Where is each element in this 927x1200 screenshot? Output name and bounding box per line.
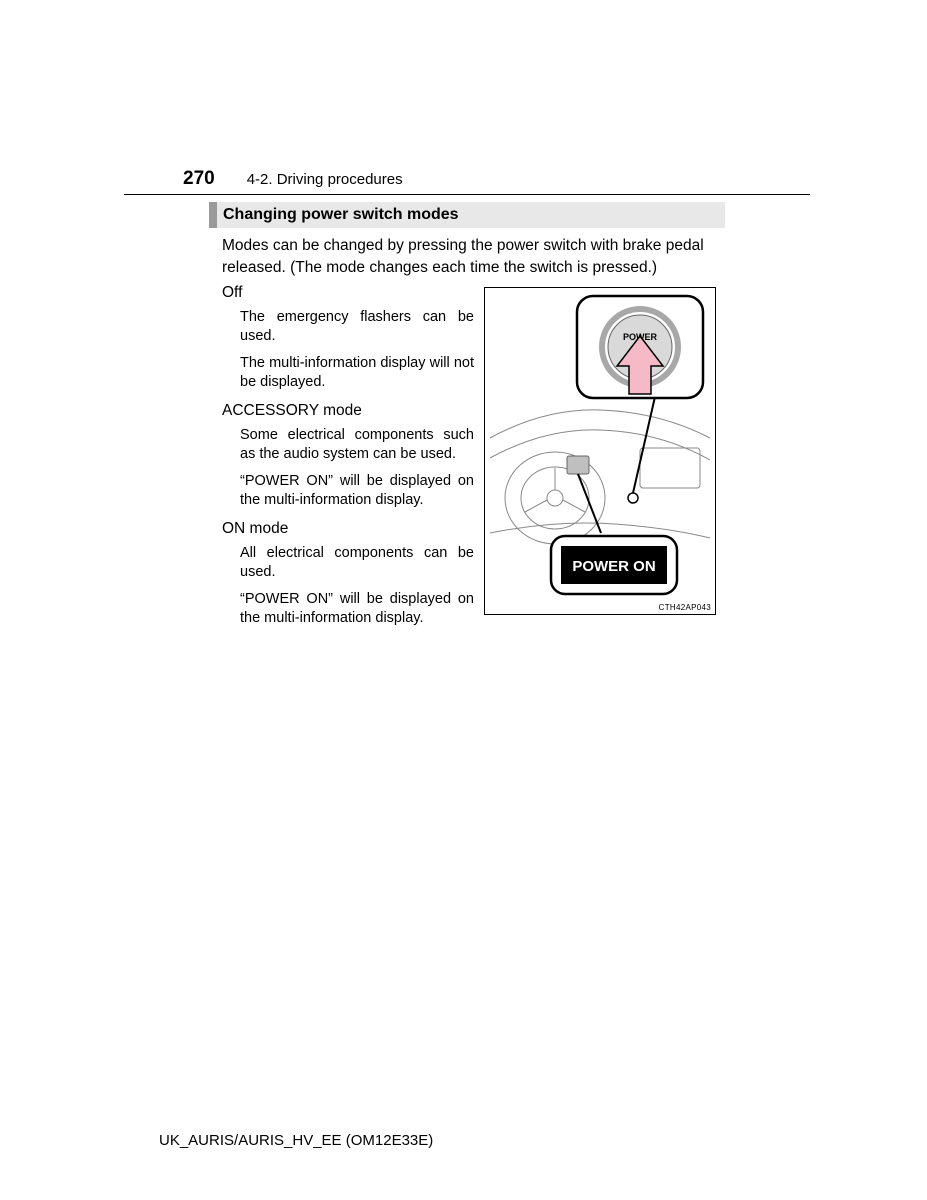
section-heading: Changing power switch modes [209, 202, 725, 228]
mode-list: Off The emergency flashers can be used. … [222, 284, 474, 636]
footer-text: UK_AURIS/AURIS_HV_EE (OM12E33E) [159, 1132, 433, 1149]
leader-line-button [633, 388, 657, 493]
mode-on-title: ON mode [222, 520, 474, 538]
section-heading-text: Changing power switch modes [217, 206, 459, 224]
mode-off-desc-1: The emergency flashers can be used. [240, 308, 474, 346]
figure: POWER POWER ON CTH42AP043 [484, 287, 716, 615]
breadcrumb: 4-2. Driving procedures [247, 171, 403, 188]
figure-svg: POWER POWER ON [485, 288, 715, 614]
mode-on-desc-2: “POWER ON” will be displayed on the mult… [240, 590, 474, 628]
power-on-label: POWER ON [572, 558, 655, 575]
section-intro: Modes can be changed by pressing the pow… [222, 235, 715, 279]
power-on-callout: POWER ON [551, 536, 677, 594]
mode-off-desc-2: The multi-information display will not b… [240, 354, 474, 392]
mode-accessory-desc-1: Some electrical components such as the a… [240, 426, 474, 464]
header-rule [124, 194, 810, 195]
dashboard-illustration [490, 410, 710, 544]
leader-line-display [578, 474, 601, 533]
page-number: 270 [183, 168, 215, 190]
mode-accessory-desc-2: “POWER ON” will be displayed on the mult… [240, 472, 474, 510]
mode-off-title: Off [222, 284, 474, 302]
page-header: 270 4-2. Driving procedures [183, 168, 810, 190]
power-button-callout: POWER [577, 296, 703, 398]
page: 270 4-2. Driving procedures Changing pow… [0, 0, 927, 1200]
mode-on-desc-1: All electrical components can be used. [240, 544, 474, 582]
figure-code: CTH42AP043 [659, 603, 711, 612]
mode-accessory-title: ACCESSORY mode [222, 402, 474, 420]
